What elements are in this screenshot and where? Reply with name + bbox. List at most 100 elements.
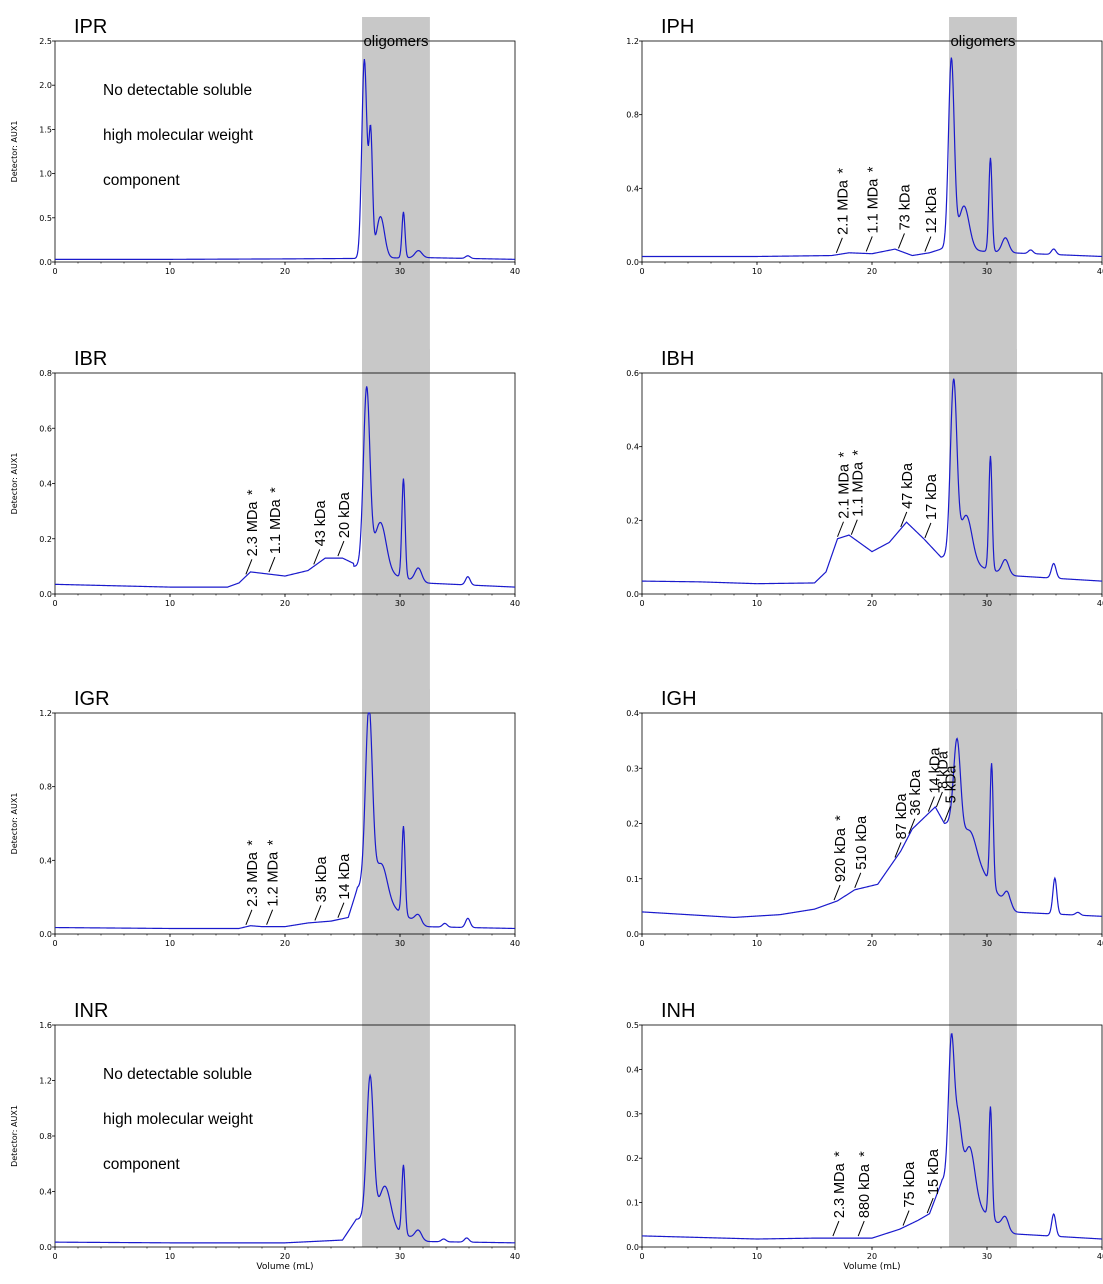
x-tick-label: 20 [280,599,290,608]
y-tick-label: 0.0 [39,930,52,939]
annotation-star: * [865,166,881,172]
y-axis-label: Detector: AUX1 [10,1105,19,1167]
x-tick-label: 20 [280,1252,290,1261]
y-tick-label: 0.2 [39,535,52,544]
oligomer-shade [362,349,430,713]
annotation-leader [900,511,908,528]
x-tick-label: 40 [510,599,520,608]
y-tick-label: 0.1 [626,1199,639,1208]
annotation-label: 12 kDa [924,187,940,234]
panel-title: IPR [74,16,107,38]
y-tick-label: 0.0 [626,1243,639,1252]
y-tick-label: 0.4 [626,443,639,452]
y-tick-label: 2.0 [39,81,52,90]
x-tick-label: 40 [1097,939,1103,948]
oligomer-shade [949,349,1017,713]
annotation-label: 73 kDa [897,184,913,231]
x-tick-label: 30 [395,939,405,948]
annotation-label: 5 kDa [943,765,959,804]
x-tick-label: 40 [510,939,520,948]
y-tick-label: 0.0 [39,1243,52,1252]
x-tick-label: 0 [639,939,644,948]
note-text: high molecular weight [103,127,254,144]
y-tick-label: 0.0 [39,258,52,267]
annotation-label: 2.3 MDa [245,851,261,907]
oligomer-shade [362,689,430,1025]
y-tick-label: 1.6 [39,1021,52,1030]
x-tick-label: 30 [395,267,405,276]
x-tick-label: 0 [52,1252,57,1261]
note-text: component [103,172,180,189]
plot-frame [641,372,1103,595]
annotation-leader [245,559,253,575]
panel-ipr: IPR oligomers 0 10 20 30 40 0.0 0.5 1.0 1.5 2.0 2.5 D… [10,16,520,373]
annotation-leader [245,909,253,926]
y-tick-label: 0.2 [626,516,639,525]
annotation-label: 47 kDa [900,462,916,509]
y-tick-label: 0.8 [39,1132,52,1141]
annotation-star: * [268,487,284,493]
y-tick-label: 0.3 [626,764,639,773]
y-axis-label: Detector: AUX1 [10,793,19,855]
x-tick-label: 20 [867,1252,877,1261]
annotation-label: 1.2 MDa [266,851,282,907]
chromatogram-line [641,1033,1103,1240]
note-text: No detectable soluble [103,82,252,99]
y-tick-label: 0.5 [39,214,52,223]
x-tick-label: 10 [752,599,762,608]
y-tick-label: 0.4 [626,184,639,193]
annotation-leader [897,233,905,249]
oligomer-shade [362,17,430,373]
annotation-label: 880 kDa [857,1163,873,1218]
y-tick-label: 1.2 [39,709,52,718]
x-tick-label: 0 [639,1252,644,1261]
annotation-leader [927,796,935,812]
panel-title: IGH [661,688,697,710]
x-tick-label: 20 [867,939,877,948]
plot-frame [54,712,516,935]
x-tick-label: 30 [982,599,992,608]
y-tick-label: 0.1 [626,875,639,884]
annotation-star: * [832,1151,848,1157]
chromatogram-line [54,712,516,930]
note-text: component [103,1156,180,1173]
y-axis-label: Detector: AUX1 [10,453,19,515]
oligomer-shade [949,17,1017,373]
annotation-label: 17 kDa [924,473,940,520]
annotation-label: 1.1 MDa [865,178,881,234]
x-tick-label: 30 [395,1252,405,1261]
annotation-label: 8 kDa [935,750,951,789]
annotation-leader [266,909,274,925]
panel-ibh: IBH 0 10 20 30 40 0.0 0.2 0.4 0.6 2.1 MDa * 1.1 MDa *… [626,348,1103,713]
x-tick-label: 0 [52,939,57,948]
annotation-label: 1.1 MDa [268,498,284,554]
panel-inr: INR 0 10 20 30 40 0.0 0.4 0.8 1.2 1.6 Detector: AUX… [10,1000,520,1272]
x-tick-label: 10 [165,939,175,948]
annotation-label: 15 kDa [926,1148,942,1195]
y-tick-label: 1.2 [626,37,639,46]
chromatogram-line [641,378,1103,585]
annotation-leader [894,842,902,858]
oligomers-label: oligomers [363,33,428,50]
annotation-label: 43 kDa [313,499,329,546]
x-tick-label: 10 [752,939,762,948]
x-tick-label: 40 [1097,267,1103,276]
annotation-leader [943,806,951,822]
annotation-leader [833,884,841,901]
x-tick-label: 20 [867,599,877,608]
y-tick-label: 0.0 [626,590,639,599]
x-tick-label: 10 [752,1252,762,1261]
annotation-leader [832,1220,840,1237]
annotation-star: * [835,168,851,174]
panel-iph: IPH oligomers 0 10 20 30 40 0.0 0.4 0.8 1.2 2.1 MDa… [626,16,1103,373]
annotation-star: * [833,815,849,821]
annotation-star: * [837,452,853,458]
y-tick-label: 0.4 [39,856,52,865]
y-tick-label: 0.2 [626,820,639,829]
x-tick-label: 40 [510,267,520,276]
y-tick-label: 2.5 [39,37,52,46]
y-tick-label: 0.4 [626,709,639,718]
note-text: high molecular weight [103,1111,254,1128]
annotation-star: * [245,489,261,495]
